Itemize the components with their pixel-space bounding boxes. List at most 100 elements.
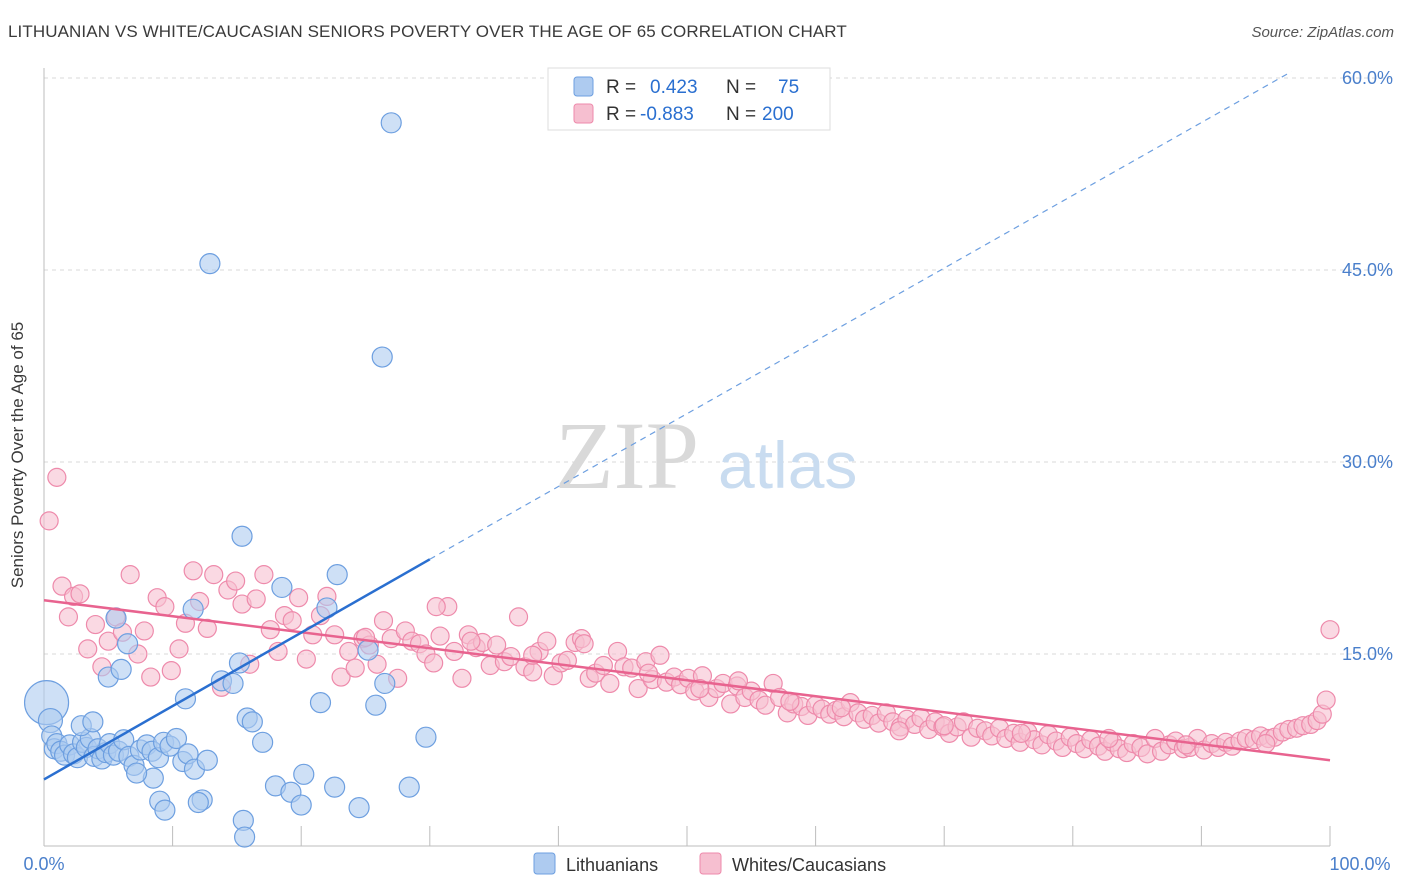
whites-caucasians-point [120,565,140,585]
whites-caucasians-point [331,667,351,687]
whites-caucasians-point [523,662,543,682]
legend-n-label-1: N = [726,77,756,98]
lithuanians-point [415,726,437,748]
y-tick-labels: 15.0% 30.0% 45.0% 60.0% [1342,68,1393,664]
source-label: Source: ZipAtlas.com [1251,24,1394,41]
whites-caucasians-point [246,589,266,609]
chart-title: LITHUANIAN VS WHITE/CAUCASIAN SENIORS PO… [8,22,847,41]
watermark-atlas: atlas [718,428,857,502]
whites-caucasians-point [226,571,246,591]
lithuanians-point [348,796,370,819]
lithuanians-point [82,711,104,733]
whites-caucasians-point [282,611,302,631]
whites-caucasians-point [424,653,444,673]
whites-caucasians-point [39,511,59,531]
whites-caucasians-point [934,716,954,736]
whites-caucasians-point [1176,735,1196,755]
x-tick-label-min: 0.0% [23,854,64,874]
y-tick-label: 30.0% [1342,452,1393,472]
lithuanians-point [374,672,396,695]
series-legend-swatch-lithuanians [533,852,556,875]
whites-caucasians-point [155,597,175,617]
whites-caucasians-point [430,626,450,646]
whites-caucasians-point [70,584,90,604]
stats-legend: R = 0.423 N = 75 R = -0.883 N = 200 [547,67,831,131]
lithuanians-point [199,253,221,275]
whites-caucasians-point [452,668,472,688]
whites-caucasians-point [58,607,79,627]
series-legend-swatch-whites [699,852,722,875]
lithuanians-point [380,112,402,134]
legend-r-value-1: 0.423 [650,77,698,98]
whites-caucasians-point [461,631,481,651]
lithuanians-point [125,762,148,784]
lithuanians-point [241,711,263,733]
series-legend-label-lithuanians: Lithuanians [566,855,658,875]
lithuanians-trend-line [43,558,431,781]
whites-caucasians-point [1256,733,1276,754]
whites-caucasians-point [373,611,394,631]
legend-r-label-1: R = [606,77,636,98]
lithuanians-point [357,639,379,661]
whites-caucasians-point [690,678,710,699]
whites-caucasians-point [650,645,670,665]
whites-caucasians-point [426,597,446,617]
watermark: ZIP atlas [555,402,857,509]
whites-caucasians-point [1320,620,1340,640]
grid-lines [44,77,1392,655]
lithuanians-point [271,576,293,599]
x-tick-label-max: 100.0% [1329,854,1390,874]
lithuanians-point [165,727,188,750]
lithuanians-point [324,776,346,798]
whites-caucasians-point [574,634,594,654]
whites-caucasians-points [39,467,1340,764]
whites-caucasians-point [47,467,67,487]
whites-caucasians-trend-line [43,598,1331,762]
legend-n-value-2: 200 [762,104,794,125]
lithuanians-point [196,749,218,771]
legend-r-label-2: R = [606,104,636,125]
legend-swatch-whites [573,103,594,124]
lithuanians-point [326,564,348,586]
watermark-zip: ZIP [555,402,699,509]
whites-caucasians-point [1316,690,1336,710]
whites-caucasians-point [161,661,181,681]
lithuanians-point [231,525,253,547]
x-ticks [172,826,1331,846]
lithuanians-point [182,598,204,620]
legend-n-label-2: N = [726,104,756,125]
whites-caucasians-point [487,635,507,655]
whites-caucasians-point [85,614,106,635]
whites-caucasians-point [141,667,161,687]
lithuanians-points [23,112,437,848]
lithuanians-point [234,826,256,848]
series-legend: Lithuanians Whites/Caucasians [533,852,886,875]
whites-caucasians-point [183,561,203,581]
y-tick-label: 15.0% [1342,644,1393,664]
lithuanians-point [293,763,315,785]
whites-caucasians-point [508,607,529,627]
legend-r-value-2: -0.883 [640,104,694,125]
lithuanians-point [290,794,312,816]
lithuanians-point [222,672,244,695]
whites-caucasians-point [537,631,557,651]
lithuanians-point [371,346,393,368]
lithuanians-point [252,731,274,753]
series-legend-label-whites: Whites/Caucasians [732,855,886,875]
whites-caucasians-point [296,649,316,669]
stats-legend-box [547,67,831,131]
whites-caucasians-point [628,678,648,699]
y-tick-label: 60.0% [1342,68,1393,88]
whites-caucasians-point [254,565,274,585]
whites-caucasians-point [78,639,98,659]
lithuanians-point [365,694,387,716]
whites-caucasians-point [889,721,909,741]
lithuanians-trend-extension [429,71,1292,560]
lithuanians-point [110,658,132,680]
whites-caucasians-point [1011,723,1031,743]
whites-caucasians-point [134,621,154,641]
whites-caucasians-point [204,565,224,585]
whites-caucasians-point [345,658,365,678]
lithuanians-point [309,692,332,714]
